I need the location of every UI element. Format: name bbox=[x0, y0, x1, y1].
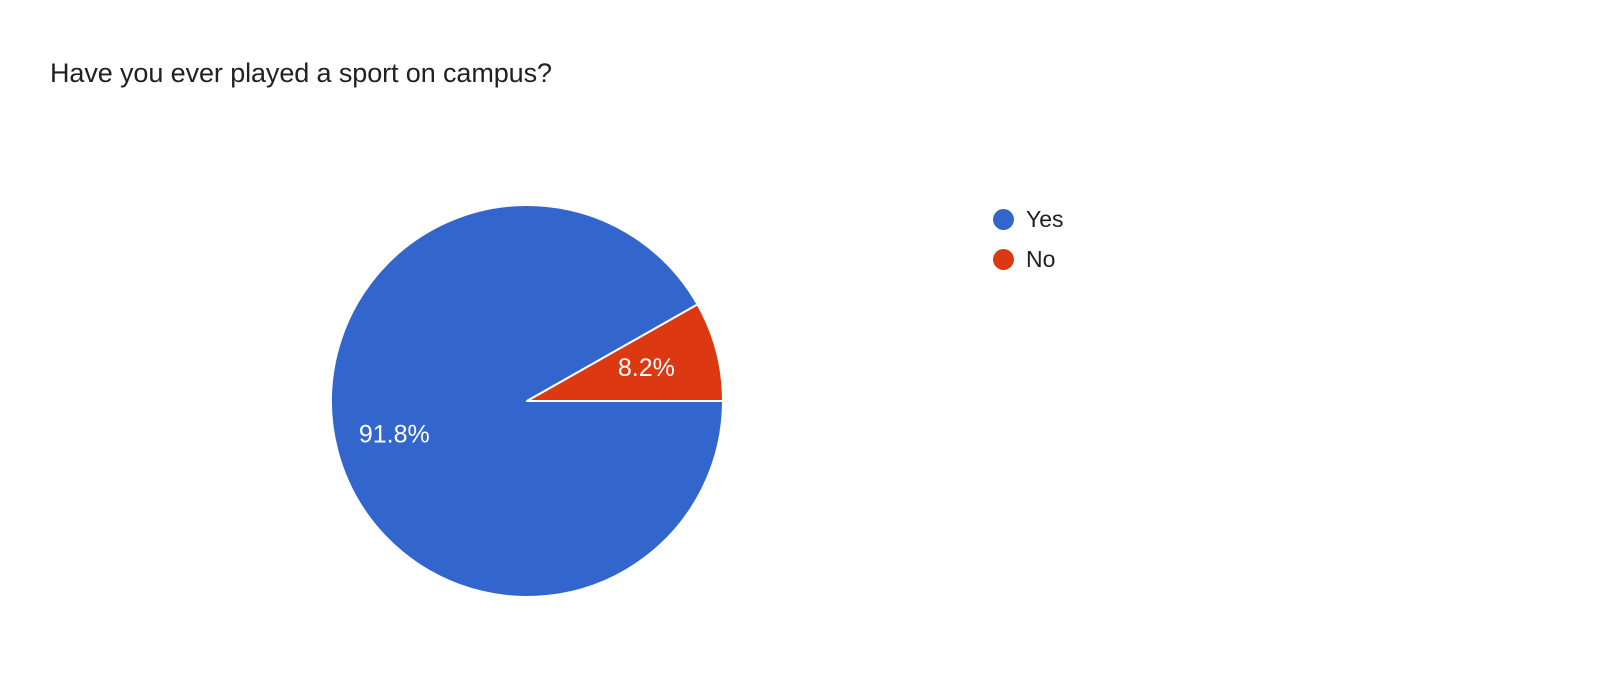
circle-swatch-icon bbox=[993, 208, 1014, 230]
circle-swatch-icon bbox=[993, 248, 1014, 270]
legend-item-yes[interactable]: Yes bbox=[993, 199, 1233, 239]
legend-item-no[interactable]: No bbox=[993, 239, 1233, 279]
pie-slice-no[interactable] bbox=[526, 303, 724, 402]
page-title: Have you ever played a sport on campus? bbox=[50, 58, 552, 88]
legend-item-label: No bbox=[1026, 245, 1056, 272]
legend-item-label: Yes bbox=[1026, 205, 1064, 232]
pie-slice-label-no: 8.2% bbox=[618, 354, 675, 382]
pie-slices-group bbox=[330, 204, 724, 598]
pie-slice-labels-group: 91.8% 8.2% bbox=[359, 354, 675, 448]
chart-legend: Yes No bbox=[993, 199, 1233, 279]
pie-slice-label-yes: 91.8% bbox=[359, 421, 430, 449]
